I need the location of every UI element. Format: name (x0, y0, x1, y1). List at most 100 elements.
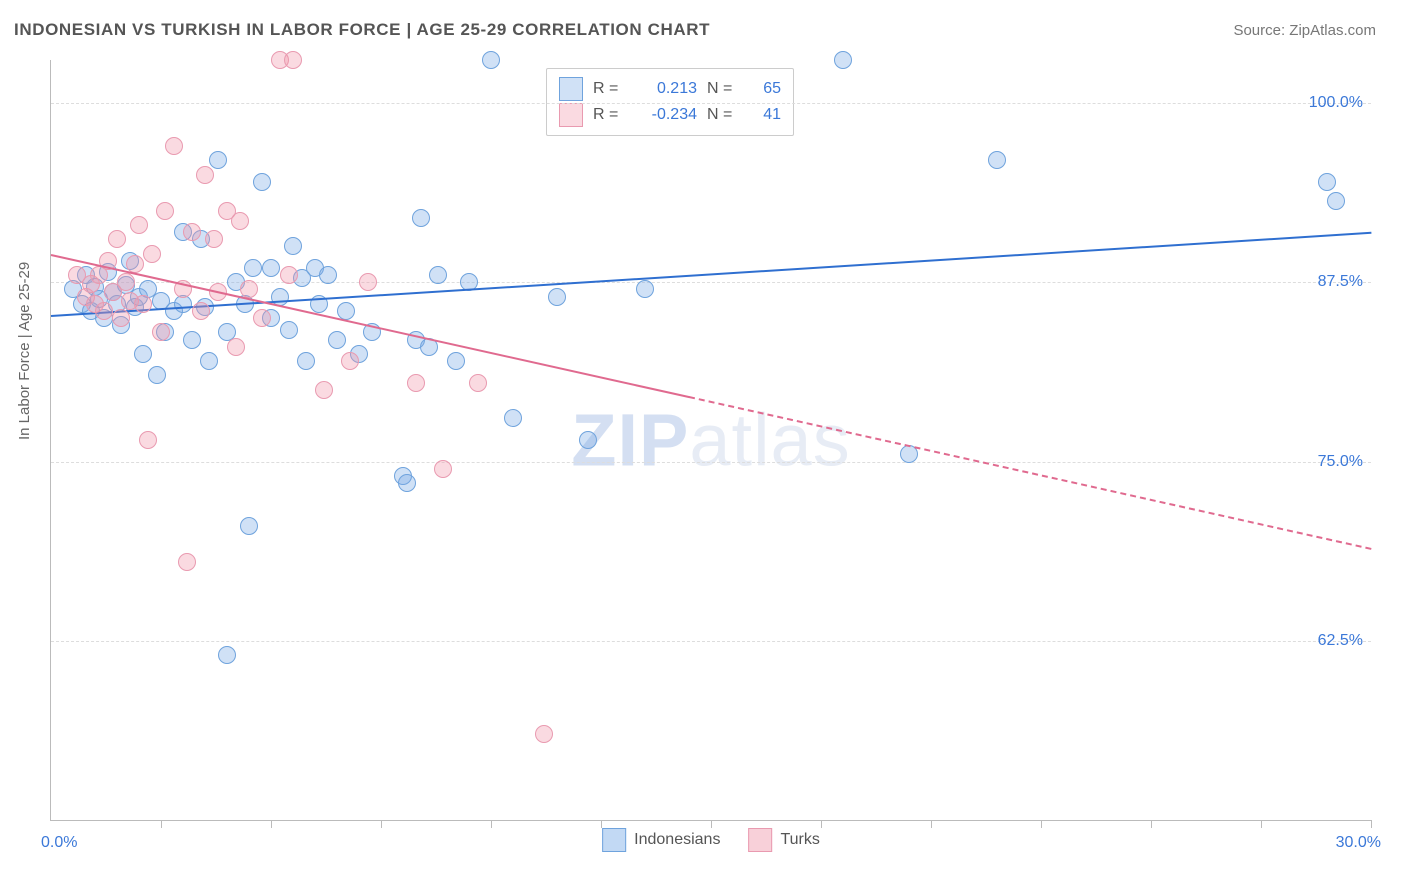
x-tick (711, 820, 712, 828)
watermark: ZIPatlas (571, 398, 850, 483)
data-point (341, 352, 359, 370)
data-point (231, 212, 249, 230)
data-point (429, 266, 447, 284)
gridline (51, 103, 1371, 104)
data-point (240, 517, 258, 535)
trend-line (689, 396, 1371, 550)
data-point (218, 646, 236, 664)
data-point (328, 331, 346, 349)
gridline (51, 462, 1371, 463)
data-point (139, 431, 157, 449)
data-point (636, 280, 654, 298)
x-tick (491, 820, 492, 828)
data-point (126, 255, 144, 273)
chart-title: INDONESIAN VS TURKISH IN LABOR FORCE | A… (14, 20, 710, 40)
n-value-series1: 41 (751, 106, 781, 124)
legend-row-series1: R = -0.234 N = 41 (559, 103, 781, 127)
chart-container: INDONESIAN VS TURKISH IN LABOR FORCE | A… (0, 0, 1406, 892)
data-point (134, 345, 152, 363)
n-value-series0: 65 (751, 80, 781, 98)
data-point (469, 374, 487, 392)
legend-label-series0: Indonesians (634, 831, 720, 849)
data-point (192, 302, 210, 320)
y-axis-label: In Labor Force | Age 25-29 (16, 262, 33, 440)
x-tick (1041, 820, 1042, 828)
data-point (297, 352, 315, 370)
data-point (284, 237, 302, 255)
data-point (244, 259, 262, 277)
data-point (319, 266, 337, 284)
data-point (117, 273, 135, 291)
legend-stats: R = 0.213 N = 65 R = -0.234 N = 41 (546, 68, 794, 136)
n-label: N = (707, 80, 741, 98)
data-point (548, 288, 566, 306)
data-point (280, 266, 298, 284)
legend-swatch-bottom-series0 (602, 828, 626, 852)
x-tick (381, 820, 382, 828)
data-point (834, 51, 852, 69)
legend-item-series0: Indonesians (602, 828, 720, 852)
data-point (398, 474, 416, 492)
x-tick (161, 820, 162, 828)
x-tick (1151, 820, 1152, 828)
data-point (108, 230, 126, 248)
data-point (165, 137, 183, 155)
data-point (407, 374, 425, 392)
data-point (205, 230, 223, 248)
legend-swatch-series1 (559, 103, 583, 127)
data-point (148, 366, 166, 384)
x-tick (821, 820, 822, 828)
data-point (280, 321, 298, 339)
data-point (284, 51, 302, 69)
y-tick-label: 87.5% (1318, 273, 1363, 291)
data-point (200, 352, 218, 370)
legend-swatch-bottom-series1 (748, 828, 772, 852)
data-point (134, 295, 152, 313)
data-point (315, 381, 333, 399)
data-point (482, 51, 500, 69)
data-point (504, 409, 522, 427)
x-tick (1261, 820, 1262, 828)
data-point (253, 309, 271, 327)
data-point (447, 352, 465, 370)
data-point (988, 151, 1006, 169)
data-point (209, 151, 227, 169)
data-point (95, 302, 113, 320)
legend-row-series0: R = 0.213 N = 65 (559, 77, 781, 101)
data-point (434, 460, 452, 478)
data-point (143, 245, 161, 263)
r-value-series0: 0.213 (637, 80, 697, 98)
data-point (178, 553, 196, 571)
r-label: R = (593, 80, 627, 98)
data-point (535, 725, 553, 743)
data-point (130, 216, 148, 234)
gridline (51, 641, 1371, 642)
y-tick-label: 62.5% (1318, 632, 1363, 650)
y-tick-label: 100.0% (1309, 94, 1363, 112)
r-value-series1: -0.234 (637, 106, 697, 124)
legend-item-series1: Turks (748, 828, 819, 852)
data-point (1318, 173, 1336, 191)
x-axis-left-label: 0.0% (41, 834, 77, 852)
n-label: N = (707, 106, 741, 124)
data-point (253, 173, 271, 191)
x-tick (1371, 820, 1372, 828)
data-point (152, 323, 170, 341)
legend-swatch-series0 (559, 77, 583, 101)
x-axis-right-label: 30.0% (1336, 834, 1381, 852)
data-point (359, 273, 377, 291)
x-tick (601, 820, 602, 828)
data-point (412, 209, 430, 227)
x-tick (931, 820, 932, 828)
legend-label-series1: Turks (780, 831, 819, 849)
x-tick (271, 820, 272, 828)
r-label: R = (593, 106, 627, 124)
data-point (183, 331, 201, 349)
plot-area: ZIPatlas R = 0.213 N = 65 R = -0.234 N =… (50, 60, 1371, 821)
data-point (196, 166, 214, 184)
watermark-post: atlas (689, 399, 850, 482)
data-point (183, 223, 201, 241)
y-tick-label: 75.0% (1318, 453, 1363, 471)
source-label: Source: ZipAtlas.com (1233, 22, 1376, 39)
data-point (227, 338, 245, 356)
